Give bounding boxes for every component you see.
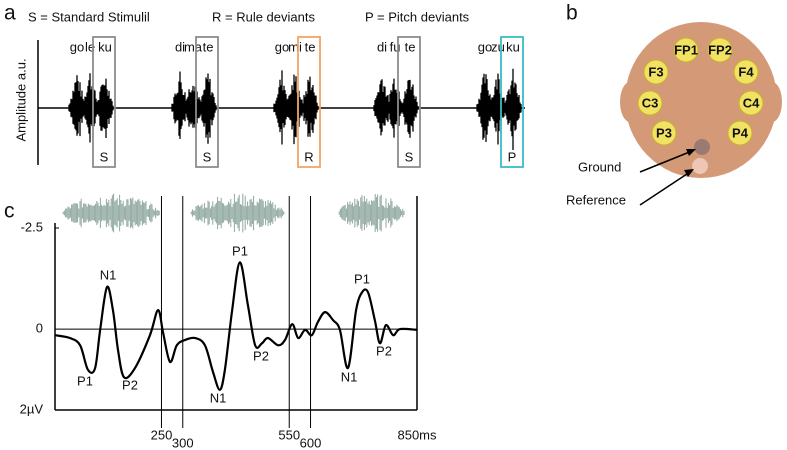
syllable: te [305,39,316,54]
stimulus-box [500,36,524,168]
component-label: P1 [232,243,248,258]
waveform [199,73,217,144]
y-tick-label: 0 [36,321,43,336]
electrode [643,59,669,85]
stimulus-box [297,36,321,168]
electrode-label: F3 [648,64,663,79]
stimulus-box [195,36,219,168]
syllable: te [203,39,214,54]
x-tick-label: 600 [300,435,322,450]
legend-entry: S = Standard Stimulil [28,9,150,24]
arrowhead [684,169,694,177]
panel-label: a [4,2,16,25]
waveform [81,73,99,143]
component-label: P2 [376,343,392,358]
component-label: N1 [210,390,227,405]
electrode [727,120,753,146]
syllable: ku [506,39,520,54]
stimulus-sound [338,193,405,233]
y-tick-label: 2µV [20,401,44,416]
electrode-label: P3 [656,125,672,140]
electrode [738,90,764,116]
syllable: di [175,39,185,54]
y-tick-label: -2.5 [21,219,43,234]
ground-label: Ground [578,159,621,174]
y-axis-label: Amplitude a.u. [13,58,28,141]
stimulus-box [92,36,116,168]
stimulus-box [397,36,421,168]
component-label: P1 [354,271,370,286]
syllable: ma [184,39,203,54]
reference-electrode [692,158,708,174]
waveform [301,76,319,137]
erp-line [54,261,418,391]
syllable: di [377,39,387,54]
syllable: ku [98,39,112,54]
syllable: mi [288,39,302,54]
component-label: P1 [77,373,93,388]
syllable: go [70,39,84,54]
electrode [733,59,759,85]
electrode-label: FP2 [708,42,732,57]
electrode-label: FP1 [674,42,698,57]
syllable: fu [390,39,401,54]
waveform [184,85,202,130]
stimulus-sound [62,193,160,233]
syllable: le [85,39,95,54]
syllable: te [405,39,416,54]
box-label: S [203,149,212,164]
waveform [96,78,114,139]
legend-entry: P = Pitch deviants [365,9,470,24]
electrode [651,120,677,146]
x-tick-label: 300 [172,435,194,450]
stimulus-sound [190,193,286,233]
syllable: go [275,39,289,54]
component-label: N1 [100,267,117,282]
electrode [707,37,733,63]
panel-label: b [566,2,578,25]
electrode-label: F4 [738,64,754,79]
arrow [639,171,691,206]
syllable: go [478,39,492,54]
waveform [401,79,419,138]
legend-entry: R = Rule deviants [212,9,315,24]
electrode-label: C4 [743,95,760,110]
box-label: S [405,149,414,164]
box-label: R [304,149,313,164]
box-label: S [100,149,109,164]
panel-label: c [4,200,15,223]
component-label: P2 [122,377,138,392]
waveform [286,74,304,145]
x-tick-label: 550 [278,427,300,442]
syllable: zu [491,39,505,54]
x-tick-label: 850ms [397,427,437,442]
electrode-label: P4 [732,125,749,140]
component-label: P2 [253,348,269,363]
arrow [639,150,693,173]
waveform [504,68,522,150]
box-label: P [508,149,517,164]
electrode-label: C3 [642,95,659,110]
reference-label: Reference [566,192,626,207]
arrowhead [686,149,696,156]
waveform [386,78,404,138]
electrode [673,37,699,63]
x-tick-label: 250 [151,427,173,442]
component-label: N1 [341,369,358,384]
electrode [637,90,663,116]
ground-electrode [694,139,710,155]
waveform [489,73,507,145]
